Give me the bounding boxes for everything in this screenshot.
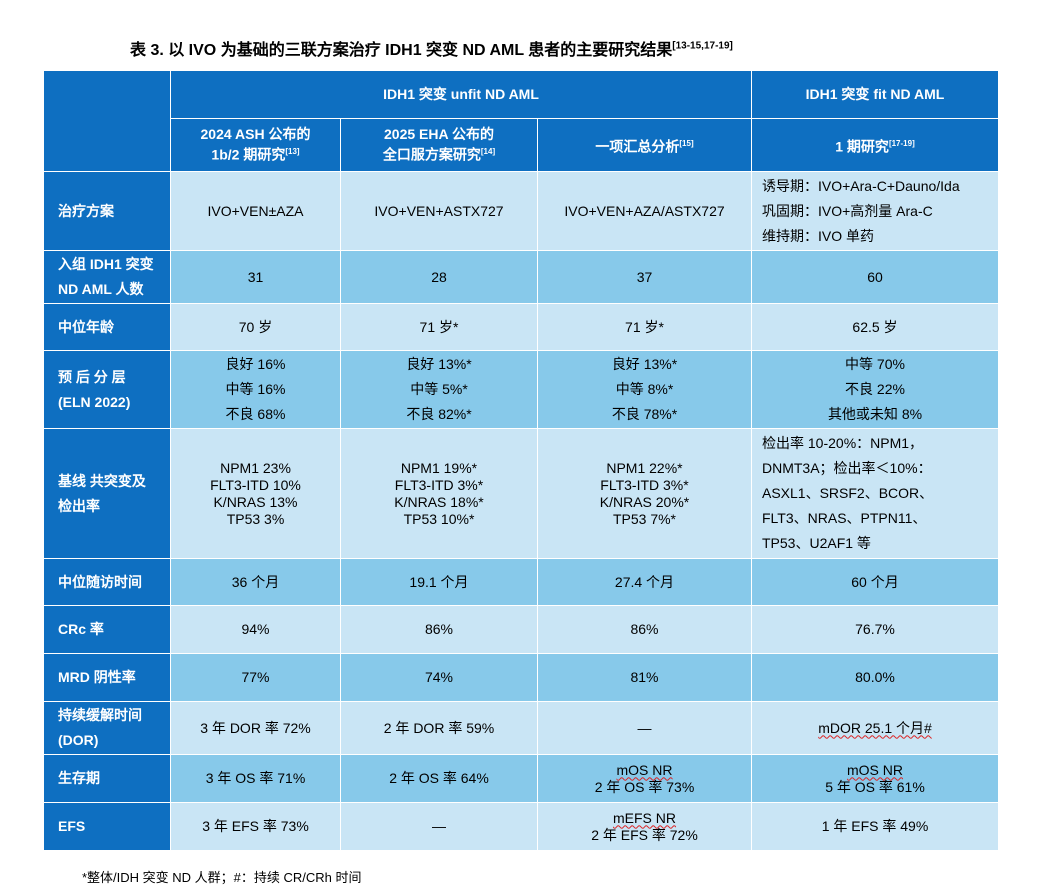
table-cell: 检出率 10-20%：NPM1， DNMT3A；检出率＜10%： ASXL1、SRS…: [751, 428, 999, 559]
table-cell: 94%: [170, 605, 341, 654]
table-cell: 37: [537, 250, 752, 304]
table-row: 治疗方案 IVO+VEN±AZA IVO+VEN+ASTX727 IVO+VEN…: [43, 171, 999, 251]
table-row: 入组 IDH1 突变 ND AML 人数 31 28 37 60: [43, 250, 999, 304]
table-cell: 中等 70% 不良 22% 其他或未知 8%: [751, 350, 999, 429]
table-cell: mDOR 25.1 个月#: [751, 701, 999, 755]
table-cell: mOS NR 2 年 OS 率 73%: [537, 754, 752, 803]
table-cell: 81%: [537, 653, 752, 702]
row-header: MRD 阴性率: [43, 653, 171, 702]
row-header: 预 后 分 层 (ELN 2022): [43, 350, 171, 429]
table-cell: 36 个月: [170, 558, 341, 606]
results-table: IDH1 突变 unfit ND AML IDH1 突变 fit ND AML …: [43, 70, 999, 851]
group-header-unfit: IDH1 突变 unfit ND AML: [170, 70, 752, 119]
table-cell: 62.5 岁: [751, 303, 999, 351]
table-cell: IVO+VEN+AZA/ASTX727: [537, 171, 752, 251]
table-cell: 31: [170, 250, 341, 304]
table-row: 基线 共突变及 检出率 NPM1 23% FLT3-ITD 10% K/NRAS 13…: [43, 428, 999, 559]
table-cell: 3 年 EFS 率 73%: [170, 802, 341, 851]
table-cell: 76.7%: [751, 605, 999, 654]
table-cell: IVO+VEN+ASTX727: [340, 171, 538, 251]
table-row: EFS 3 年 EFS 率 73% — mEFS NR 2 年 EFS 率 72%…: [43, 802, 999, 851]
table-cell: 71 岁*: [340, 303, 538, 351]
table-cell: —: [537, 701, 752, 755]
corner-cell: [43, 70, 171, 172]
table-cell: 60 个月: [751, 558, 999, 606]
row-header: 生存期: [43, 754, 171, 803]
table-cell: 71 岁*: [537, 303, 752, 351]
table-cell: 良好 16% 中等 16% 不良 68%: [170, 350, 341, 429]
study-header: 1 期研究[17-19]: [751, 118, 999, 172]
table-cell: NPM1 23% FLT3-ITD 10% K/NRAS 13% TP53 3%: [170, 428, 341, 559]
table-cell: NPM1 19%* FLT3-ITD 3%* K/NRAS 18%* TP53 10%…: [340, 428, 538, 559]
table-cell: 2 年 OS 率 64%: [340, 754, 538, 803]
table-cell: 74%: [340, 653, 538, 702]
table-row: MRD 阴性率 77% 74% 81% 80.0%: [43, 653, 999, 702]
study-header: 2024 ASH 公布的 1b/2 期研究[13]: [170, 118, 341, 172]
table-cell: 2 年 DOR 率 59%: [340, 701, 538, 755]
group-header-fit: IDH1 突变 fit ND AML: [751, 70, 999, 119]
table-cell: mOS NR 5 年 OS 率 61%: [751, 754, 999, 803]
row-header: 入组 IDH1 突变 ND AML 人数: [43, 250, 171, 304]
row-header: 持续缓解时间 (DOR): [43, 701, 171, 755]
table-cell: mEFS NR 2 年 EFS 率 72%: [537, 802, 752, 851]
table-cell: 1 年 EFS 率 49%: [751, 802, 999, 851]
table-cell: 19.1 个月: [340, 558, 538, 606]
row-header: 治疗方案: [43, 171, 171, 251]
table-row: 中位随访时间 36 个月 19.1 个月 27.4 个月 60 个月: [43, 558, 999, 606]
table-row: 预 后 分 层 (ELN 2022) 良好 16% 中等 16% 不良 68% 良好 …: [43, 350, 999, 429]
table-row: CRc 率 94% 86% 86% 76.7%: [43, 605, 999, 654]
table-cell: 诱导期：IVO+Ara-C+Dauno/Ida 巩固期：IVO+高剂量 Ara-C…: [751, 171, 999, 251]
table-cell: 86%: [340, 605, 538, 654]
table-cell: NPM1 22%* FLT3-ITD 3%* K/NRAS 20%* TP53 7%*: [537, 428, 752, 559]
table-cell: 3 年 OS 率 71%: [170, 754, 341, 803]
table-cell: 27.4 个月: [537, 558, 752, 606]
row-header: 中位随访时间: [43, 558, 171, 606]
table-cell: 良好 13%* 中等 5%* 不良 82%*: [340, 350, 538, 429]
table-cell: 60: [751, 250, 999, 304]
row-header: EFS: [43, 802, 171, 851]
table-cell: 28: [340, 250, 538, 304]
table-cell: 80.0%: [751, 653, 999, 702]
table-cell: 77%: [170, 653, 341, 702]
table-row: 生存期 3 年 OS 率 71% 2 年 OS 率 64% mOS NR 2 年 …: [43, 754, 999, 803]
table-row: 中位年龄 70 岁 71 岁* 71 岁* 62.5 岁: [43, 303, 999, 351]
table-row: 持续缓解时间 (DOR) 3 年 DOR 率 72% 2 年 DOR 率 59% …: [43, 701, 999, 755]
study-header: 2025 EHA 公布的 全口服方案研究[14]: [340, 118, 538, 172]
table-cell: 3 年 DOR 率 72%: [170, 701, 341, 755]
row-header: CRc 率: [43, 605, 171, 654]
table-cell: IVO+VEN±AZA: [170, 171, 341, 251]
study-header: 一项汇总分析[15]: [537, 118, 752, 172]
row-header: 基线 共突变及 检出率: [43, 428, 171, 559]
table-title: 表 3. 以 IVO 为基础的三联方案治疗 IDH1 突变 ND AML 患者的…: [130, 40, 733, 59]
table-cell: 70 岁: [170, 303, 341, 351]
table-cell: 良好 13%* 中等 8%* 不良 78%*: [537, 350, 752, 429]
table-cell: 86%: [537, 605, 752, 654]
footnote: *整体/IDH 突变 ND 人群；#：持续 CR/CRh 时间: [82, 870, 362, 885]
table-cell: —: [340, 802, 538, 851]
row-header: 中位年龄: [43, 303, 171, 351]
